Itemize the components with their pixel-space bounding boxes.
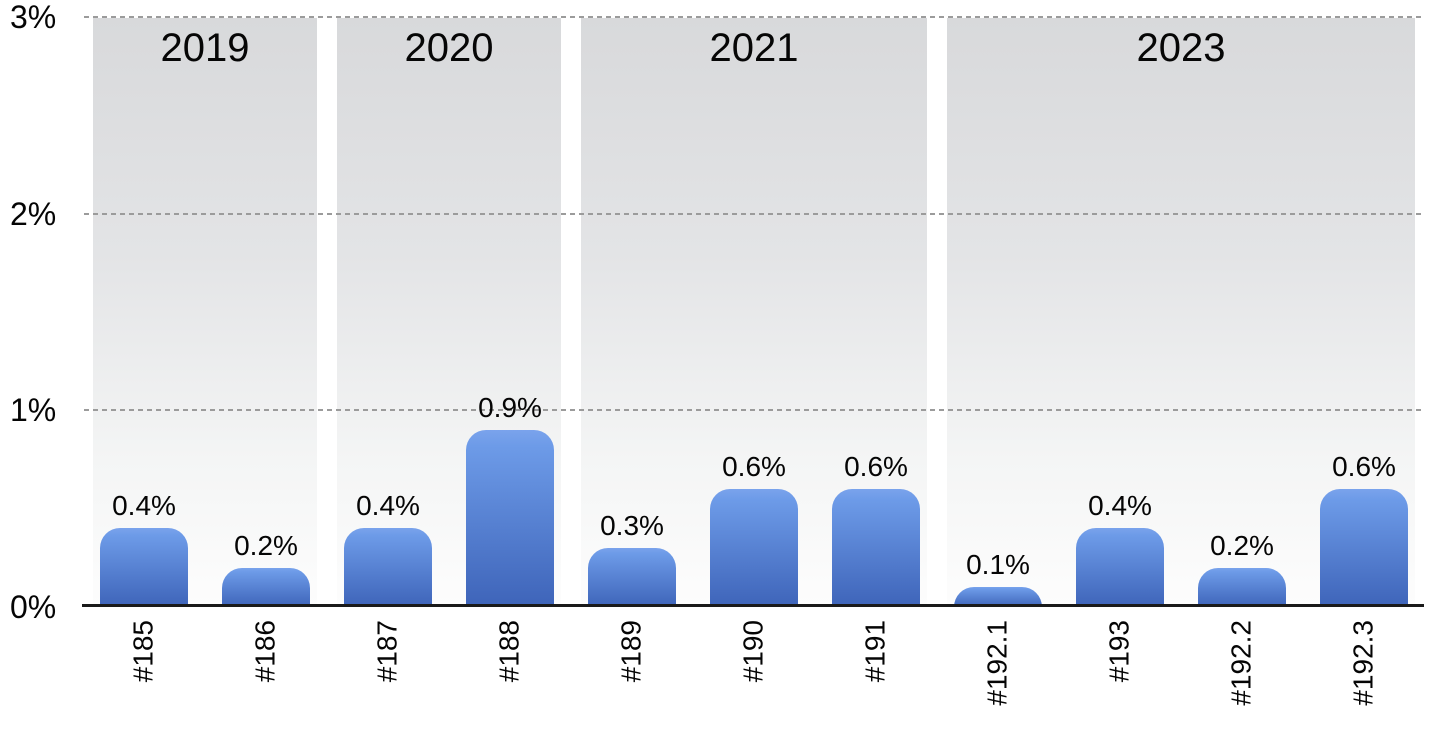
x-axis-tick-191: #191 — [859, 620, 891, 683]
value-label-193: 0.4% — [1088, 490, 1152, 522]
value-label-191: 0.6% — [844, 451, 908, 482]
year-label-2020: 2020 — [404, 26, 494, 70]
x-axis-tick-192-2: #192.2 — [1225, 620, 1257, 706]
year-band-2019 — [93, 18, 317, 607]
bar-191[interactable] — [832, 489, 920, 607]
bar-187[interactable] — [344, 528, 432, 607]
value-label-188: 0.9% — [478, 392, 542, 423]
value-label-192-3: 0.6% — [1332, 451, 1396, 482]
x-axis-tick-187: #187 — [371, 620, 403, 683]
y-axis-tick-2: 2% — [10, 195, 57, 232]
gridline-1pct — [84, 409, 1421, 412]
x-axis-tick-189: #189 — [615, 620, 647, 683]
bar-186[interactable] — [222, 567, 310, 607]
y-axis-tick-1: 1% — [10, 392, 57, 429]
x-axis-tick-193: #193 — [1103, 620, 1135, 683]
value-label-187: 0.4% — [356, 490, 420, 522]
bar-189[interactable] — [588, 548, 676, 607]
value-label-189: 0.3% — [600, 510, 664, 541]
bar-190[interactable] — [710, 489, 798, 607]
value-label-192-1: 0.1% — [966, 549, 1030, 581]
x-axis-tick-185: #185 — [127, 620, 159, 683]
bar-193[interactable] — [1076, 528, 1164, 607]
value-label-186: 0.2% — [234, 529, 298, 561]
value-label-192-2: 0.2% — [1210, 529, 1274, 561]
y-axis-tick-0: 0% — [10, 589, 57, 625]
x-axis-tick-190: #190 — [737, 620, 769, 683]
x-axis-tick-192-1: #192.1 — [981, 620, 1013, 706]
bar-188[interactable] — [466, 430, 554, 607]
bar-192-1[interactable] — [954, 587, 1042, 607]
year-label-2019: 2019 — [160, 26, 250, 70]
x-axis-tick-186: #186 — [249, 620, 281, 683]
value-label-185: 0.4% — [112, 490, 176, 522]
x-axis-tick-192-3: #192.3 — [1347, 620, 1379, 706]
value-label-190: 0.6% — [722, 451, 786, 482]
year-label-2021: 2021 — [709, 26, 799, 70]
bar-185[interactable] — [100, 528, 188, 607]
gridline-3pct — [84, 15, 1421, 18]
bar-192-2[interactable] — [1198, 567, 1286, 607]
x-axis-line — [82, 604, 1424, 607]
year-label-2023: 2023 — [1136, 26, 1226, 70]
y-axis-tick-3: 3% — [10, 0, 57, 35]
bar-192-3[interactable] — [1320, 489, 1408, 607]
x-axis-tick-188: #188 — [493, 620, 525, 683]
gridline-2pct — [84, 212, 1421, 215]
